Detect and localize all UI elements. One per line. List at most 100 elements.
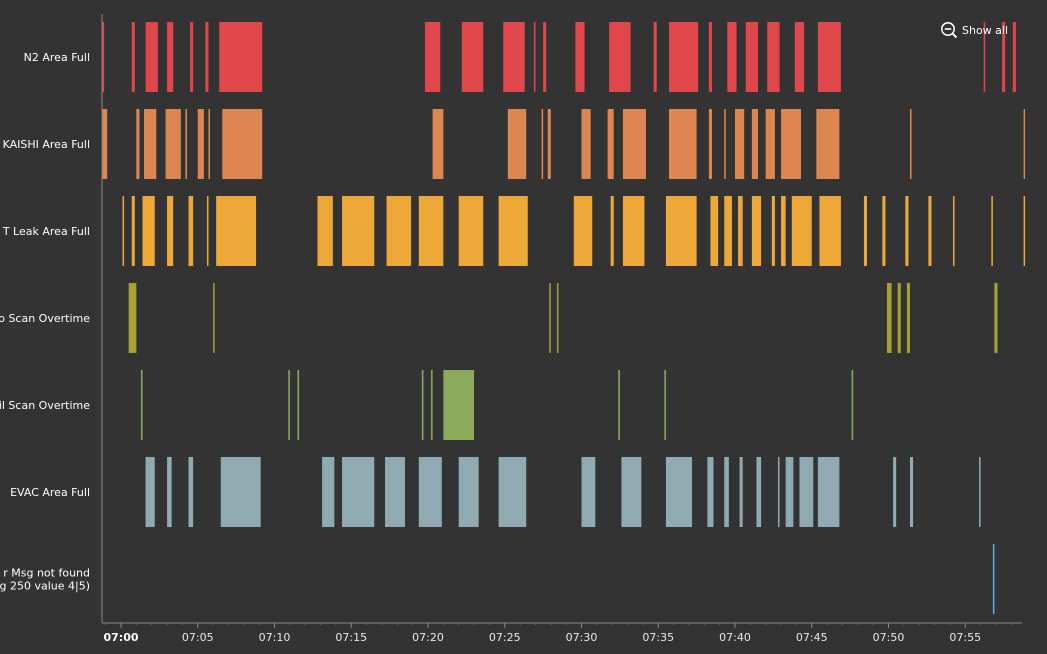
- timeline-bar[interactable]: [297, 370, 300, 440]
- timeline-bar[interactable]: [817, 457, 840, 527]
- timeline-bar[interactable]: [819, 196, 841, 266]
- timeline-bar[interactable]: [1012, 22, 1016, 92]
- timeline-bar[interactable]: [549, 283, 551, 353]
- timeline-bar[interactable]: [556, 283, 559, 353]
- timeline-bar[interactable]: [897, 283, 901, 353]
- timeline-bar[interactable]: [816, 109, 840, 179]
- timeline-bar[interactable]: [543, 22, 547, 92]
- timeline-bar[interactable]: [665, 457, 693, 527]
- timeline-bar[interactable]: [991, 196, 993, 266]
- timeline-bar[interactable]: [767, 22, 780, 92]
- timeline-bar[interactable]: [791, 196, 812, 266]
- timeline-bar[interactable]: [208, 109, 211, 179]
- timeline-bar[interactable]: [575, 22, 585, 92]
- timeline-bar[interactable]: [418, 457, 442, 527]
- timeline-bar[interactable]: [751, 109, 759, 179]
- timeline-bar[interactable]: [145, 22, 158, 92]
- timeline-bar[interactable]: [140, 370, 143, 440]
- timeline-bar[interactable]: [581, 457, 596, 527]
- timeline-bar[interactable]: [906, 283, 910, 353]
- timeline-bar[interactable]: [765, 109, 775, 179]
- timeline-bar[interactable]: [165, 109, 181, 179]
- timeline-bar[interactable]: [668, 22, 699, 92]
- timeline-bar[interactable]: [541, 109, 544, 179]
- timeline-bar[interactable]: [188, 457, 194, 527]
- timeline-bar[interactable]: [188, 196, 194, 266]
- timeline-bar[interactable]: [621, 457, 642, 527]
- timeline-bar[interactable]: [220, 457, 261, 527]
- timeline-bar[interactable]: [222, 109, 263, 179]
- timeline-bar[interactable]: [708, 22, 712, 92]
- timeline-bar[interactable]: [708, 109, 712, 179]
- timeline-bar[interactable]: [145, 457, 155, 527]
- timeline-bar[interactable]: [952, 196, 955, 266]
- timeline-bar[interactable]: [102, 22, 105, 92]
- timeline-bar[interactable]: [724, 196, 732, 266]
- timeline-bar[interactable]: [213, 283, 215, 353]
- timeline-bar[interactable]: [131, 196, 135, 266]
- timeline-bar[interactable]: [507, 109, 527, 179]
- timeline-bar[interactable]: [503, 22, 525, 92]
- timeline-bar[interactable]: [707, 457, 714, 527]
- timeline-bar[interactable]: [167, 22, 174, 92]
- timeline-bar[interactable]: [817, 22, 841, 92]
- timeline-bar[interactable]: [664, 370, 666, 440]
- timeline-bar[interactable]: [498, 457, 527, 527]
- timeline-bar[interactable]: [322, 457, 335, 527]
- timeline-bar[interactable]: [909, 457, 914, 527]
- timeline-bar[interactable]: [131, 22, 135, 92]
- timeline-bar[interactable]: [573, 196, 593, 266]
- timeline-bar[interactable]: [219, 22, 263, 92]
- timeline-bar[interactable]: [122, 196, 125, 266]
- timeline-bar[interactable]: [458, 196, 484, 266]
- timeline-bar[interactable]: [607, 109, 614, 179]
- timeline-bar[interactable]: [653, 22, 657, 92]
- timeline-bar[interactable]: [610, 196, 614, 266]
- timeline-bar[interactable]: [735, 109, 745, 179]
- timeline-bar[interactable]: [547, 109, 551, 179]
- timeline-bar[interactable]: [979, 457, 981, 527]
- timeline-bar[interactable]: [928, 196, 932, 266]
- timeline-bar[interactable]: [886, 283, 892, 353]
- timeline-bar[interactable]: [983, 22, 986, 92]
- timeline-bar[interactable]: [781, 196, 786, 266]
- timeline-bar[interactable]: [893, 457, 897, 527]
- timeline-bar[interactable]: [317, 196, 333, 266]
- timeline-bar[interactable]: [739, 457, 743, 527]
- timeline-bar[interactable]: [724, 457, 729, 527]
- timeline-bar[interactable]: [167, 457, 172, 527]
- timeline-bar[interactable]: [668, 109, 697, 179]
- timeline-bar[interactable]: [781, 109, 802, 179]
- timeline-bar[interactable]: [994, 283, 998, 353]
- timeline-bar[interactable]: [443, 370, 475, 440]
- timeline-bar[interactable]: [498, 196, 528, 266]
- timeline-bar[interactable]: [909, 109, 912, 179]
- timeline-bar[interactable]: [216, 196, 257, 266]
- timeline-bar[interactable]: [727, 22, 737, 92]
- timeline-bar[interactable]: [418, 196, 444, 266]
- timeline-bar[interactable]: [581, 109, 591, 179]
- timeline-bar[interactable]: [190, 22, 194, 92]
- timeline-bar[interactable]: [421, 370, 424, 440]
- timeline-bar[interactable]: [142, 196, 155, 266]
- timeline-bar[interactable]: [1023, 109, 1026, 179]
- timeline-bar[interactable]: [756, 457, 762, 527]
- timeline-bar[interactable]: [785, 457, 794, 527]
- timeline-bar[interactable]: [385, 457, 405, 527]
- timeline-bar[interactable]: [745, 22, 759, 92]
- timeline-bar[interactable]: [863, 196, 868, 266]
- timeline-bar[interactable]: [197, 109, 204, 179]
- timeline-bar[interactable]: [205, 22, 209, 92]
- timeline-bar[interactable]: [710, 196, 719, 266]
- timeline-bar[interactable]: [533, 22, 536, 92]
- timeline-bar[interactable]: [738, 196, 743, 266]
- timeline-bar[interactable]: [665, 196, 697, 266]
- timeline-bar[interactable]: [882, 196, 886, 266]
- timeline-bar[interactable]: [206, 196, 209, 266]
- timeline-bar[interactable]: [794, 22, 805, 92]
- timeline-bar[interactable]: [102, 109, 108, 179]
- timeline-bar[interactable]: [342, 457, 375, 527]
- timeline-bar[interactable]: [167, 196, 174, 266]
- timeline-bar[interactable]: [622, 196, 645, 266]
- timeline-bar[interactable]: [905, 196, 909, 266]
